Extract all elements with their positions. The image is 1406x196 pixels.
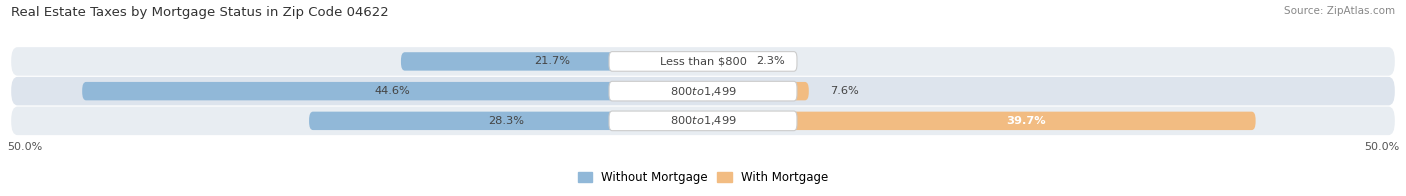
Text: 21.7%: 21.7% <box>534 56 569 66</box>
Text: Real Estate Taxes by Mortgage Status in Zip Code 04622: Real Estate Taxes by Mortgage Status in … <box>11 6 389 19</box>
Text: 7.6%: 7.6% <box>830 86 859 96</box>
Text: 2.3%: 2.3% <box>756 56 785 66</box>
FancyBboxPatch shape <box>11 107 1395 135</box>
FancyBboxPatch shape <box>82 82 703 100</box>
Text: Less than $800: Less than $800 <box>659 56 747 66</box>
Legend: Without Mortgage, With Mortgage: Without Mortgage, With Mortgage <box>574 166 832 188</box>
FancyBboxPatch shape <box>11 77 1395 105</box>
FancyBboxPatch shape <box>703 82 808 100</box>
Text: 50.0%: 50.0% <box>1364 142 1399 152</box>
Text: 39.7%: 39.7% <box>1007 116 1046 126</box>
Text: 28.3%: 28.3% <box>488 116 524 126</box>
Text: $800 to $1,499: $800 to $1,499 <box>669 114 737 127</box>
Text: 44.6%: 44.6% <box>375 86 411 96</box>
FancyBboxPatch shape <box>609 52 797 71</box>
Text: 50.0%: 50.0% <box>7 142 42 152</box>
FancyBboxPatch shape <box>703 112 1256 130</box>
Text: Source: ZipAtlas.com: Source: ZipAtlas.com <box>1284 6 1395 16</box>
FancyBboxPatch shape <box>609 81 797 101</box>
FancyBboxPatch shape <box>309 112 703 130</box>
FancyBboxPatch shape <box>401 52 703 71</box>
FancyBboxPatch shape <box>609 111 797 131</box>
FancyBboxPatch shape <box>11 47 1395 76</box>
Text: $800 to $1,499: $800 to $1,499 <box>669 85 737 98</box>
FancyBboxPatch shape <box>703 52 735 71</box>
